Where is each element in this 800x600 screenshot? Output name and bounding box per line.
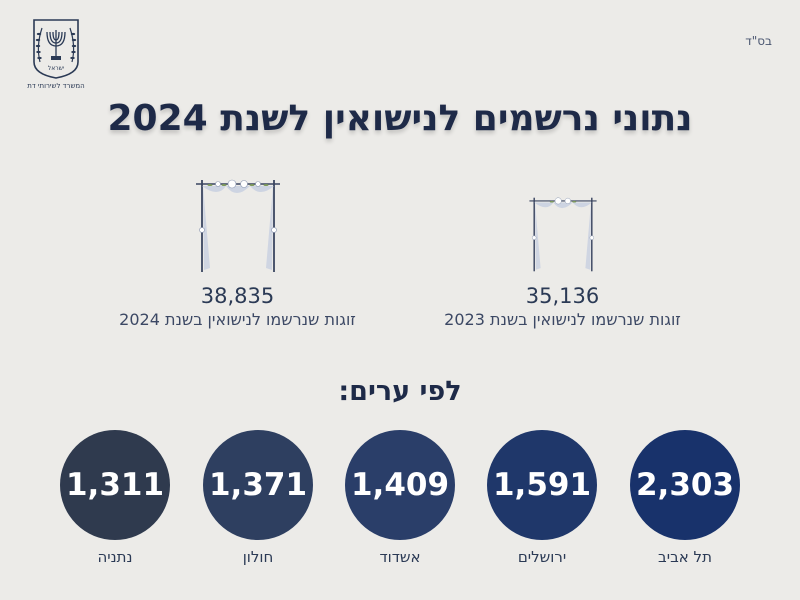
city-name: ירושלים	[517, 548, 567, 566]
stat-caption: זוגות שנרשמו לנישואין בשנת 2024	[119, 310, 356, 329]
city-count: 1,591	[487, 430, 597, 540]
stat-number: 38,835	[200, 284, 275, 308]
page-title: נתוני נרשמים לנישואין לשנת 2024	[107, 98, 693, 139]
ministry-name: המשרד לשירותי דת	[27, 82, 85, 90]
city-count: 2,303	[630, 430, 740, 540]
emblem-text: ישראל	[48, 65, 64, 72]
city-count: 1,311	[60, 430, 170, 540]
stat-2024: 38,835 זוגות שנרשמו לנישואין בשנת 2024	[100, 178, 375, 329]
city-name: חולון	[242, 548, 274, 566]
city-name: אשדוד	[379, 548, 421, 566]
stat-number: 35,136	[525, 284, 600, 308]
city-jerusalem: 1,591 ירושלים	[487, 430, 597, 566]
city-list: 2,303 תל אביב 1,591 ירושלים 1,409 אשדוד …	[0, 430, 800, 570]
city-count: 1,409	[345, 430, 455, 540]
state-emblem: ישראל המשרד לשירותי דת	[24, 18, 88, 90]
city-name: תל אביב	[658, 548, 712, 566]
city-count: 1,371	[203, 430, 313, 540]
stat-caption: זוגות שנרשמו לנישואין בשנת 2023	[444, 310, 681, 329]
wedding-canopy-icon	[195, 179, 280, 272]
stat-2023: 35,136 זוגות שנרשמו לנישואין בשנת 2023	[425, 195, 700, 329]
menorah-emblem-icon: ישראל	[33, 19, 79, 79]
city-tel-aviv: 2,303 תל אביב	[630, 430, 740, 566]
bsd-label: בס"ד	[745, 34, 772, 48]
city-netanya: 1,311 נתניה	[60, 430, 170, 566]
city-holon: 1,371 חולון	[203, 430, 313, 566]
city-ashdod: 1,409 אשדוד	[345, 430, 455, 566]
city-name: נתניה	[97, 548, 133, 566]
wedding-canopy-icon	[528, 197, 597, 272]
by-city-title: לפי ערים:	[338, 376, 462, 407]
